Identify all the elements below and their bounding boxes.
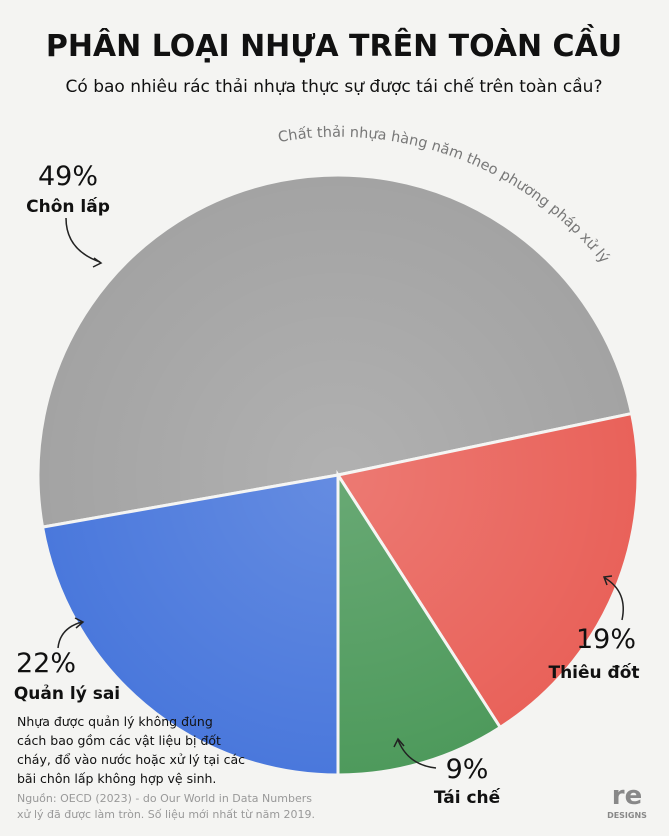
note-line: cách bao gồm các vật liệu bị đốt [17,733,221,748]
value-label: 22% [16,648,76,679]
arrow-head [74,617,85,629]
note-line: bãi chôn lấp không hợp vệ sinh. [17,771,216,786]
category-label: Tái chế [434,787,501,808]
value-label: 19% [576,624,636,655]
category-label: Chôn lấp [26,196,110,217]
note-line: cháy, đổ vào nước hoặc xử lý tại các [17,752,245,767]
category-label: Thiêu đốt [548,662,639,683]
arrow [57,621,83,649]
category-label: Quản lý sai [14,684,120,704]
pie [36,173,640,777]
arrow-head [393,737,405,748]
logo-sub: DESIGNS [607,811,647,820]
arrow [65,217,101,263]
value-label: 9% [446,754,489,785]
subtitle: Có bao nhiêu rác thải nhựa thực sự được … [66,76,603,97]
arrow-head [602,575,613,586]
note: Nhựa được quản lý không đúng cách bao gồ… [17,714,245,786]
title: PHÂN LOẠI NHỰA TRÊN TOÀN CẦU [46,24,622,64]
value-label: 49% [38,161,98,192]
source-line: Nguồn: OECD (2023) - do Our World in Dat… [17,792,312,805]
arrow-head [92,257,103,268]
note-line: Nhựa được quản lý không đúng [17,714,213,729]
pie-shade [38,175,638,775]
arrow [397,739,437,769]
logo: re [612,781,642,811]
source-line: xử lý đã được làm tròn. Số liệu mới nhất… [17,808,315,821]
arrow [604,577,624,621]
